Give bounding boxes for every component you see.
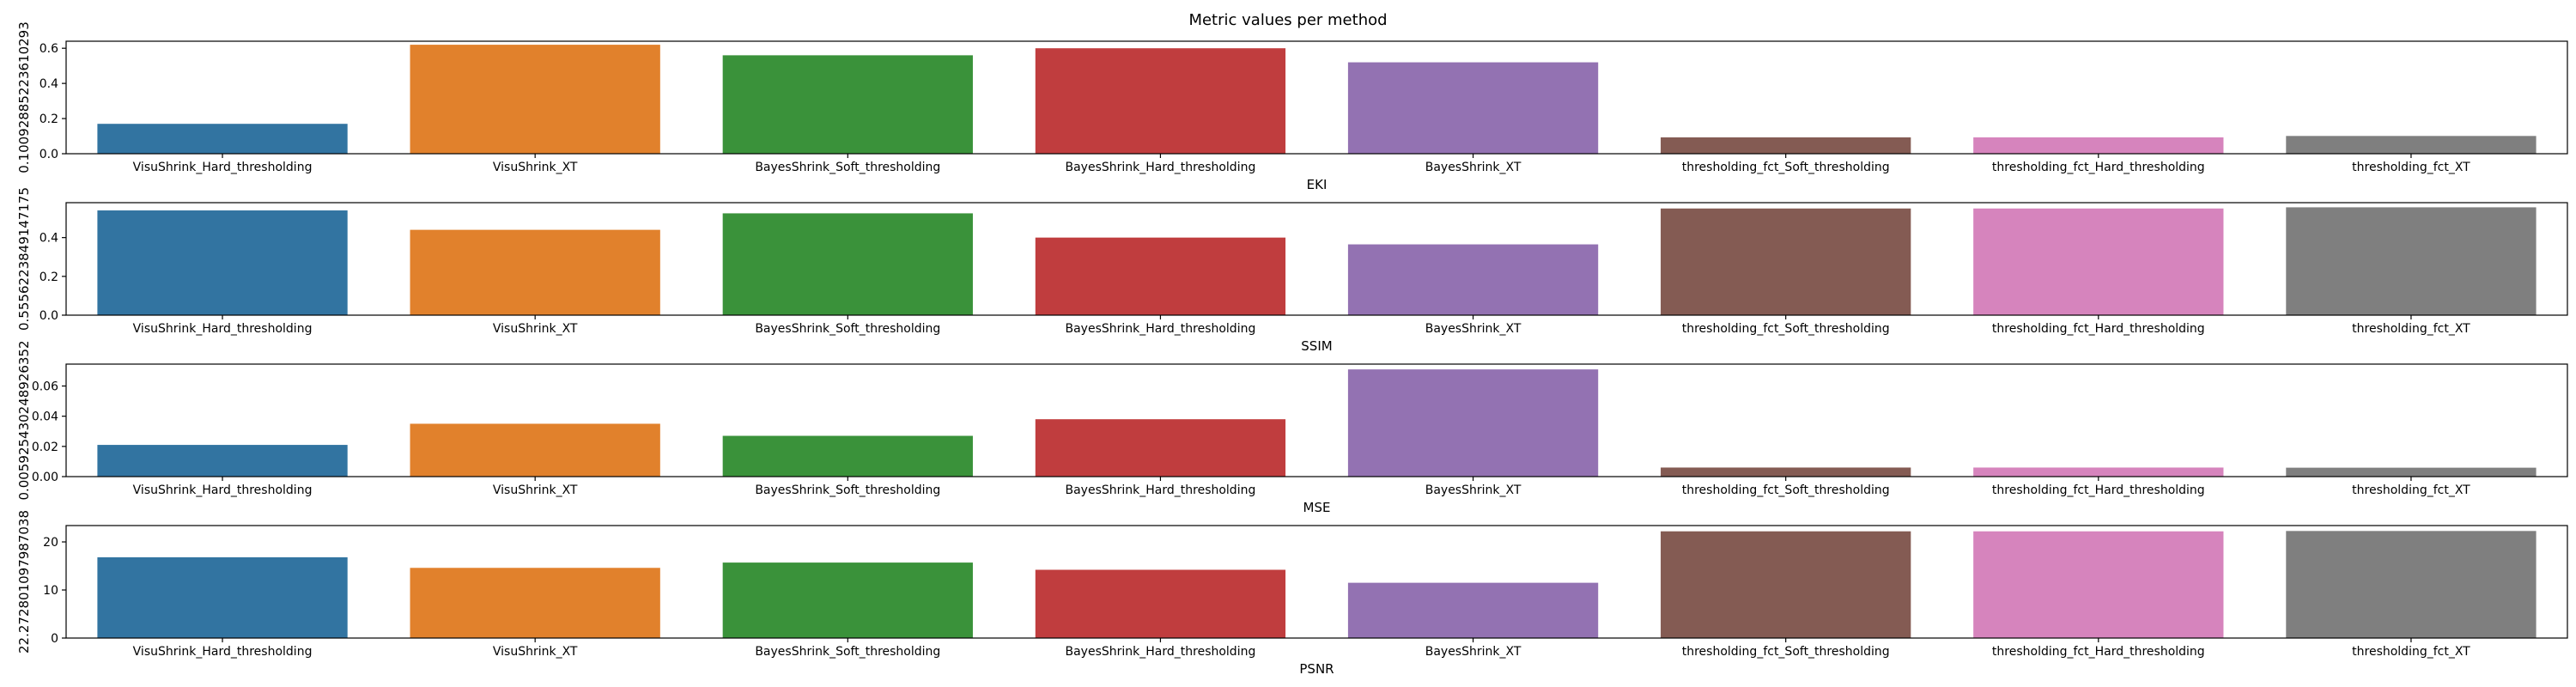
figure-title: Metric values per method — [1188, 11, 1387, 29]
x-tick-label: BayesShrink_Hard_thresholding — [1066, 483, 1256, 497]
x-tick-label: VisuShrink_XT — [493, 483, 578, 497]
axes-frame — [65, 363, 2568, 477]
bar-BayesShrink_XT — [1347, 582, 1599, 638]
bar-BayesShrink_XT — [1347, 369, 1599, 477]
x-tick-label: thresholding_fct_Soft_thresholding — [1682, 645, 1890, 659]
y-tick-label: 20 — [43, 536, 58, 550]
subplot-ssim: VisuShrink_Hard_thresholding VisuShrink_X… — [16, 187, 2568, 354]
bar-BayesShrink_Hard_thresholding — [1035, 48, 1286, 154]
x-tick-label: BayesShrink_Soft_thresholding — [755, 483, 940, 497]
bar-BayesShrink_XT — [1347, 62, 1599, 154]
bar-thresholding_fct_XT — [2286, 136, 2537, 154]
bar-VisuShrink_Hard_thresholding — [97, 210, 348, 315]
bar-thresholding_fct_XT — [2286, 207, 2537, 315]
y-axis-label: 0.10092885223610293 — [16, 21, 32, 173]
bar-thresholding_fct_XT — [2286, 467, 2537, 477]
y-tick-label: 0 — [51, 632, 58, 646]
x-tick-label: BayesShrink_Soft_thresholding — [755, 645, 940, 659]
x-tick-label: thresholding_fct_XT — [2352, 322, 2470, 336]
x-tick-label: VisuShrink_XT — [493, 322, 578, 336]
y-axis-label: 0.005925430248926352 — [16, 340, 32, 500]
x-tick-label: thresholding_fct_Soft_thresholding — [1682, 483, 1890, 497]
subplot-psnr: VisuShrink_Hard_thresholding VisuShrink_X… — [16, 510, 2568, 677]
bar-thresholding_fct_Hard_thresholding — [1973, 531, 2224, 638]
y-tick-label: 0.4 — [39, 232, 58, 246]
x-tick-label: thresholding_fct_XT — [2352, 645, 2470, 659]
x-tick-label: BayesShrink_Hard_thresholding — [1066, 645, 1256, 659]
x-tick-label: BayesShrink_Soft_thresholding — [755, 161, 940, 174]
y-axis-label: 0.5556223849147175 — [16, 187, 32, 331]
bar-BayesShrink_XT — [1347, 244, 1599, 315]
x-tick-label: thresholding_fct_Soft_thresholding — [1682, 322, 1890, 336]
x-tick-label: VisuShrink_XT — [493, 161, 578, 174]
bar-VisuShrink_XT — [410, 568, 660, 638]
y-tick-label: 0.6 — [39, 42, 58, 56]
x-axis-label: PSNR — [1299, 661, 1334, 677]
x-tick-label: BayesShrink_Hard_thresholding — [1066, 322, 1256, 336]
x-tick-label: thresholding_fct_Hard_thresholding — [1992, 645, 2205, 659]
bar-VisuShrink_XT — [410, 45, 660, 154]
bar-thresholding_fct_Hard_thresholding — [1973, 137, 2224, 154]
bar-VisuShrink_XT — [410, 229, 660, 315]
x-tick-label: BayesShrink_Soft_thresholding — [755, 322, 940, 336]
bar-thresholding_fct_Soft_thresholding — [1661, 531, 1911, 638]
x-axis-label: SSIM — [1301, 338, 1332, 354]
subplot-mse: VisuShrink_Hard_thresholding VisuShrink_X… — [16, 340, 2568, 515]
y-tick-label: 0.2 — [39, 271, 58, 284]
bar-thresholding_fct_Hard_thresholding — [1973, 467, 2224, 477]
y-tick-label: 0.00 — [32, 471, 58, 484]
y-tick-label: 0.0 — [39, 148, 58, 161]
x-tick-label: thresholding_fct_XT — [2352, 483, 2470, 497]
bar-VisuShrink_Hard_thresholding — [97, 445, 348, 477]
x-tick-label: thresholding_fct_Soft_thresholding — [1682, 161, 1890, 174]
axes-frame — [65, 525, 2568, 639]
bar-thresholding_fct_Soft_thresholding — [1661, 137, 1911, 154]
bar-BayesShrink_Soft_thresholding — [722, 55, 973, 154]
x-axis-label: MSE — [1303, 500, 1331, 515]
bar-VisuShrink_XT — [410, 423, 660, 477]
y-tick-label: 0.4 — [39, 77, 58, 91]
bar-VisuShrink_Hard_thresholding — [97, 124, 348, 154]
axes-frame — [65, 40, 2568, 155]
bar-VisuShrink_Hard_thresholding — [97, 556, 348, 638]
x-tick-label: BayesShrink_XT — [1425, 483, 1522, 497]
x-tick-label: BayesShrink_Hard_thresholding — [1066, 161, 1256, 174]
y-tick-label: 10 — [43, 584, 58, 598]
bar-thresholding_fct_Soft_thresholding — [1661, 467, 1911, 477]
y-tick-label: 0.04 — [32, 410, 58, 424]
x-tick-label: VisuShrink_Hard_thresholding — [133, 161, 313, 174]
x-tick-label: VisuShrink_Hard_thresholding — [133, 645, 313, 659]
x-tick-label: BayesShrink_XT — [1425, 322, 1522, 336]
bar-thresholding_fct_Hard_thresholding — [1973, 208, 2224, 315]
y-tick-label: 0.2 — [39, 112, 58, 126]
bar-BayesShrink_Hard_thresholding — [1035, 569, 1286, 638]
x-axis-label: EKI — [1307, 177, 1327, 192]
x-tick-label: VisuShrink_Hard_thresholding — [133, 322, 313, 336]
bar-BayesShrink_Soft_thresholding — [722, 562, 973, 638]
x-tick-label: thresholding_fct_XT — [2352, 161, 2470, 174]
bar-BayesShrink_Soft_thresholding — [722, 435, 973, 477]
x-tick-label: BayesShrink_XT — [1425, 161, 1522, 174]
y-tick-label: 0.02 — [32, 441, 58, 454]
x-tick-label: thresholding_fct_Hard_thresholding — [1992, 161, 2205, 174]
bar-thresholding_fct_Soft_thresholding — [1661, 208, 1911, 315]
bar-BayesShrink_Hard_thresholding — [1035, 237, 1286, 315]
bar-BayesShrink_Hard_thresholding — [1035, 419, 1286, 477]
y-axis-label: 22.272801097987038 — [16, 510, 32, 654]
y-tick-label: 0.06 — [32, 380, 58, 393]
subplot-grid: VisuShrink_Hard_thresholding VisuShrink_X… — [16, 21, 2568, 677]
subplot-eki: VisuShrink_Hard_thresholding VisuShrink_X… — [16, 21, 2568, 192]
x-tick-label: VisuShrink_XT — [493, 645, 578, 659]
x-tick-label: thresholding_fct_Hard_thresholding — [1992, 322, 2205, 336]
x-tick-label: thresholding_fct_Hard_thresholding — [1992, 483, 2205, 497]
bar-thresholding_fct_XT — [2286, 531, 2537, 638]
axes-frame — [65, 202, 2568, 316]
y-tick-label: 0.0 — [39, 309, 58, 323]
x-tick-label: VisuShrink_Hard_thresholding — [133, 483, 313, 497]
bar-BayesShrink_Soft_thresholding — [722, 213, 973, 315]
x-tick-label: BayesShrink_XT — [1425, 645, 1522, 659]
